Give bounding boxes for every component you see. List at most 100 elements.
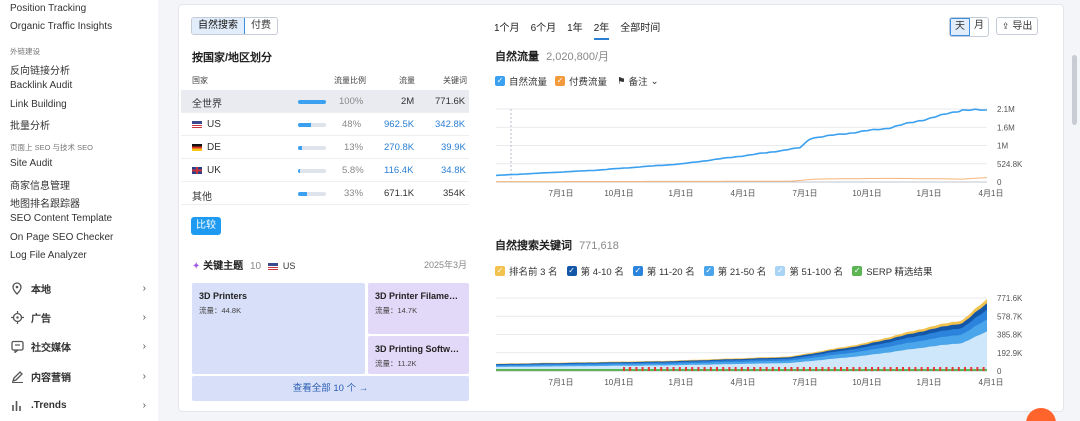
share-bar xyxy=(298,146,326,150)
alert-marker xyxy=(685,367,687,371)
keywords-value: 771,618 xyxy=(579,240,619,252)
alert-marker xyxy=(728,367,731,371)
tab-paid[interactable]: 付费 xyxy=(251,20,271,31)
sidebar-group-content[interactable]: 内容营销 › xyxy=(0,364,158,388)
alert-marker xyxy=(628,367,631,371)
legend-kw-1[interactable]: ✓ 第 4-10 名 xyxy=(566,264,624,278)
alert-marker xyxy=(883,367,886,371)
topic-name: 3D Printing Softw… xyxy=(375,344,459,354)
legend-kw-4[interactable]: ✓ 第 51-100 名 xyxy=(775,264,843,278)
country-row-us[interactable]: US 48% 962.5K 342.8K xyxy=(181,113,469,136)
topic-traffic: 44.8K xyxy=(221,306,242,315)
help-chat-button[interactable] xyxy=(1026,408,1056,421)
export-button[interactable]: ⇪ 导出 xyxy=(996,17,1039,35)
country-section-title: 按国家/地区划分 xyxy=(192,52,273,64)
organic-traffic-title: 自然流量 2,020,800/月 xyxy=(495,48,609,64)
country-row-uk[interactable]: UK 5.8% 116.4K 34.8K xyxy=(181,159,469,182)
sidebar-item-listing-management[interactable]: 商家信息管理 xyxy=(10,181,70,192)
keywords-value[interactable]: 342.8K xyxy=(435,119,466,130)
legend-organic[interactable]: ✓ 自然流量 xyxy=(495,74,547,88)
legend-kw-0[interactable]: ✓ 排名前 3 名 xyxy=(495,264,558,278)
country-row-other[interactable]: 其他 33% 671.1K 354K xyxy=(181,182,469,205)
keywords-value[interactable]: 34.8K xyxy=(441,165,466,176)
topics-count: 10 xyxy=(249,261,262,272)
scrollbar-thumb[interactable] xyxy=(1072,55,1077,125)
sidebar-item-map-rank-tracker[interactable]: 地图排名跟踪器 xyxy=(10,199,80,210)
alert-marker xyxy=(970,367,973,371)
sidebar-item-on-page-seo-checker[interactable]: On Page SEO Checker xyxy=(10,232,114,243)
compare-button[interactable]: 比较 xyxy=(191,217,221,235)
export-icon: ⇪ xyxy=(1002,21,1010,31)
alert-marker xyxy=(796,367,799,371)
sidebar-group-local[interactable]: 本地 › xyxy=(0,276,158,300)
paid-traffic-line xyxy=(496,177,988,183)
alert-marker xyxy=(666,367,669,371)
keywords-value[interactable]: 39.9K xyxy=(441,142,466,153)
tab-organic[interactable]: 自然搜索 xyxy=(192,18,245,34)
keywords-legend: ✓ 排名前 3 名 ✓ 第 4-10 名 ✓ 第 11-20 名 ✓ 第 21-50 名 ✓ 第 … xyxy=(495,264,942,278)
month-button[interactable]: 月 xyxy=(974,20,984,31)
alert-marker xyxy=(660,367,663,371)
tab-2-years[interactable]: 2年 xyxy=(593,19,610,40)
y-tick-label: 1.6M xyxy=(997,123,1015,132)
x-tick-label: 10月1日 xyxy=(604,378,633,387)
topic-traffic: 11.2K xyxy=(397,359,417,368)
alert-marker xyxy=(790,367,793,371)
y-tick-label: 385.8K xyxy=(997,331,1023,340)
sidebar-item-link-building[interactable]: Link Building xyxy=(10,99,67,110)
traffic-share: 100% xyxy=(339,96,364,107)
topics-date: 2025年3月 xyxy=(424,260,468,270)
sidebar-item-site-audit[interactable]: Site Audit xyxy=(10,158,53,169)
legend-kw-3[interactable]: ✓ 第 21-50 名 xyxy=(703,264,766,278)
traffic-value[interactable]: 962.5K xyxy=(384,119,415,130)
sidebar-item-backlink-audit[interactable]: Backlink Audit xyxy=(10,80,73,91)
organic-traffic-line xyxy=(495,108,987,177)
topic-tile-3d-printers[interactable]: 3D Printers 流量：44.8K xyxy=(192,283,365,374)
organic-traffic-chart: 2.1M 1.6M 1M 524.8K 0 7月1日 10月1日 1月1日 4月1日 7月1日 10… xyxy=(495,105,1023,198)
x-tick-label: 7月1日 xyxy=(549,378,574,387)
country-row-de[interactable]: DE 13% 270.8K 39.9K xyxy=(181,136,469,159)
alert-marker xyxy=(691,367,694,371)
alert-marker xyxy=(877,367,880,371)
y-tick-label: 771.6K xyxy=(997,294,1023,303)
tab-all-time[interactable]: 全部时间 xyxy=(620,23,661,34)
sidebar-group-social[interactable]: 社交媒体 › xyxy=(0,334,158,358)
traffic-value[interactable]: 116.4K xyxy=(384,165,414,176)
checkbox-icon: ✓ xyxy=(566,266,577,276)
country-name: US xyxy=(207,119,221,130)
legend-kw-5[interactable]: ✓ SERP 精选结果 xyxy=(852,264,933,278)
legend-kw-2[interactable]: ✓ 第 11-20 名 xyxy=(632,264,695,278)
legend-label: 第 11-20 名 xyxy=(646,267,695,278)
topic-tile-filament[interactable]: 3D Printer Filame… 流量：14.7K xyxy=(368,283,469,334)
legend-label: 第 51-100 名 xyxy=(789,267,844,278)
sidebar-item-backlink-analytics[interactable]: 反向链接分析 xyxy=(10,66,70,77)
tab-6-months[interactable]: 6个月 xyxy=(530,23,557,34)
topic-traffic-label: 流量： xyxy=(375,306,398,315)
x-tick-label: 4月1日 xyxy=(731,189,756,198)
sidebar-item-position-tracking[interactable]: Position Tracking xyxy=(10,3,87,14)
topic-tile-software[interactable]: 3D Printing Softw… 流量：11.2K xyxy=(368,336,469,374)
alert-marker xyxy=(678,367,681,371)
traffic-value[interactable]: 270.8K xyxy=(384,142,415,153)
alert-marker xyxy=(957,367,960,371)
day-button[interactable]: 天 xyxy=(950,18,970,36)
sidebar-item-seo-content-template[interactable]: SEO Content Template xyxy=(10,213,113,224)
legend-paid[interactable]: ✓ 付费流量 xyxy=(555,74,607,88)
view-all-topics-link[interactable]: 查看全部 10 个 → xyxy=(192,376,469,401)
sidebar-group-label: 社交媒体 xyxy=(31,342,71,354)
alert-marker xyxy=(722,367,725,371)
sidebar-item-organic-traffic-insights[interactable]: Organic Traffic Insights xyxy=(10,21,113,32)
x-tick-label: 7月1日 xyxy=(549,189,574,198)
tab-1-year[interactable]: 1年 xyxy=(567,23,583,34)
sidebar-group-ads[interactable]: 广告 › xyxy=(0,305,158,329)
alert-marker xyxy=(747,367,749,371)
tab-1-month[interactable]: 1个月 xyxy=(494,23,520,34)
sidebar-item-bulk-analysis[interactable]: 批量分析 xyxy=(10,121,50,132)
col-header-share: 流量比例 xyxy=(334,76,366,85)
notes-dropdown[interactable]: ⚑ 备注 ⌄ xyxy=(617,74,659,89)
topics-header: ✦ 关键主题 10 US xyxy=(192,257,295,272)
sidebar-group-trends[interactable]: .Trends › xyxy=(0,393,158,417)
sidebar-item-log-file-analyzer[interactable]: Log File Analyzer xyxy=(10,250,87,261)
country-row-worldwide[interactable]: 全世界 100% 2M 771.6K xyxy=(181,90,469,113)
alert-marker xyxy=(802,367,805,371)
